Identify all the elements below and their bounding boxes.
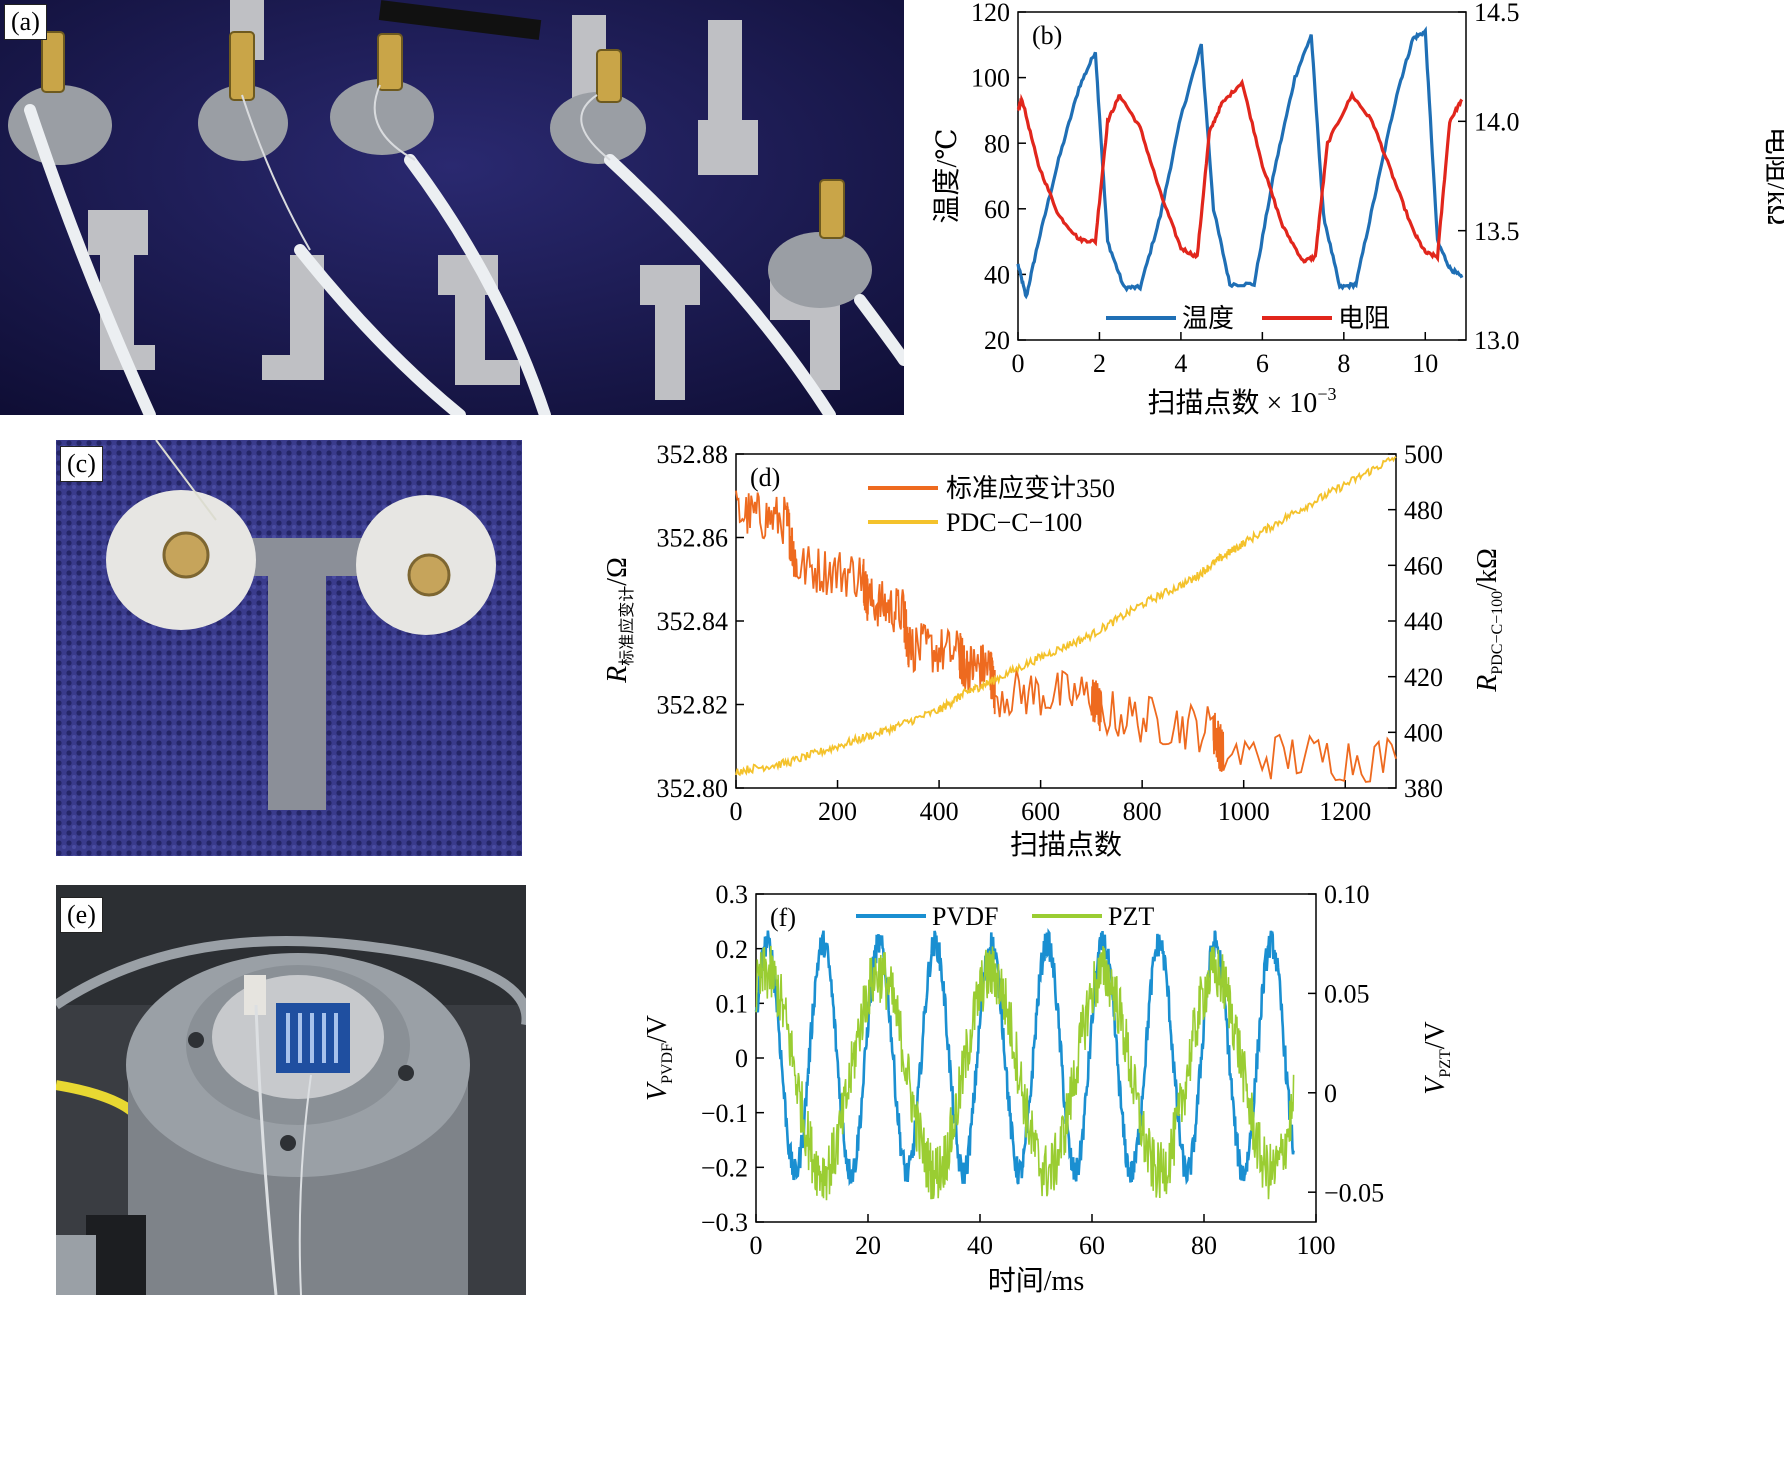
legend-label-pzt: PZT [1108,902,1154,931]
panel-tag-c: (c) [60,446,103,482]
y-left-tick-label: −0.2 [701,1153,748,1182]
x-tick-label: 1200 [1319,797,1371,826]
gold-contacts [162,531,451,597]
legend-label-strain-gauge: 标准应变计350 [946,474,1115,503]
y-right-axis-label: 电阻/kΩ [1761,127,1784,226]
x-tick-label: 4 [1174,349,1187,378]
y-right-tick-label: 380 [1404,774,1443,803]
y-left-tick-label: 40 [984,261,1010,290]
x-tick-label: 400 [920,797,959,826]
x-tick-label: 6 [1256,349,1269,378]
y-left-tick-label: 120 [971,0,1010,27]
solder-blobs [8,79,872,308]
y-right-tick-label: 14.5 [1474,0,1520,27]
x-tick-label: 80 [1191,1231,1217,1260]
y-left-tick-label: −0.3 [701,1208,748,1237]
y-right-tick-label: 400 [1404,718,1443,747]
y-right-tick-label: 0.10 [1324,880,1370,909]
x-tick-label: 40 [967,1231,993,1260]
x-tick-label: 8 [1337,349,1350,378]
x-tick-label: 10 [1412,349,1438,378]
y-right-tick-label: 13.0 [1474,326,1520,355]
y-left-tick-label: 0.2 [716,935,749,964]
chart-b-temperature-resistance: 0 2 4 6 8 10 20 40 60 80 100 120 13.0 13.5 14.0 14.5 (b)… [920,0,1784,430]
plot-frame [755,893,1317,1223]
y-right-tick-label: 460 [1404,551,1443,580]
legend-label-pvdf: PVDF [932,902,998,931]
photo-a-sensor-array: (a) [0,0,904,415]
y-right-tick-label: 440 [1404,607,1443,636]
photo-c-single-sensor: (c) [56,440,522,856]
x-tick-label: 0 [730,797,743,826]
x-axis-label: 时间/ms [988,1265,1084,1297]
x-tick-label: 200 [818,797,857,826]
x-axis-label: 扫描点数 [1010,829,1122,861]
y-left-tick-label: 60 [984,195,1010,224]
x-tick-label: 60 [1079,1231,1105,1260]
y-right-tick-label: 0.05 [1324,979,1370,1008]
y-left-tick-label: 0.3 [716,880,749,909]
panel-label: (b) [1032,21,1062,50]
x-tick-label: 0 [1012,349,1025,378]
y-left-tick-label: 352.86 [657,524,729,553]
x-tick-label: 600 [1021,797,1060,826]
y-right-tick-label: −0.05 [1324,1178,1384,1207]
chart-d-strain-comparison: 0 200 400 600 800 1000 1200 352.80 352.82 352.84 3… [600,430,1784,870]
panel-label: (d) [750,463,780,492]
series-line-resistance [1016,78,1464,264]
x-tick-label: 2 [1093,349,1106,378]
legend-label-resistance: 电阻 [1338,304,1390,333]
chart-f-vibration-response: 0 20 40 60 80 100 −0.3 −0.2 −0.1 0 0.1 0.2 0.3 −0.05 0… [620,870,1784,1300]
y-left-axis-label: VPVDF/V [642,1015,676,1101]
y-left-tick-label: 352.80 [657,774,729,803]
y-right-axis-label: VPZT/V [1420,1021,1454,1095]
series-line-temperature [1016,25,1464,300]
y-left-tick-label: 352.84 [657,607,729,636]
thin-wires [241,84,611,251]
y-left-axis-label: 温度/℃ [931,128,963,223]
y-right-tick-label: 420 [1404,663,1443,692]
white-cables [24,104,904,415]
gold-pins [41,31,845,239]
y-right-axis-label: RPDC−C−100/kΩ [1472,548,1506,693]
y-left-tick-label: 80 [984,129,1010,158]
y-left-tick-label: 0 [735,1044,748,1073]
y-left-tick-label: −0.1 [701,1099,748,1128]
y-left-tick-label: 352.88 [657,440,729,469]
y-right-tick-label: 480 [1404,496,1443,525]
panel-label: (f) [770,903,796,932]
panel-tag-a: (a) [4,4,47,40]
panel-tag-e: (e) [60,897,103,933]
x-tick-label: 1000 [1218,797,1270,826]
legend-label-pdc-c-100: PDC−C−100 [946,508,1082,537]
y-left-tick-label: 0.1 [716,989,749,1018]
plot-frame [735,453,1397,789]
x-tick-label: 0 [750,1231,763,1260]
series-line-strain-gauge [735,490,1397,783]
series-line-pzt [755,945,1295,1201]
y-right-tick-label: 14.0 [1474,107,1520,136]
x-tick-label: 800 [1123,797,1162,826]
photo-e-shaker-setup: (e) [56,885,526,1295]
series-line-pdc-c-100 [735,456,1397,777]
plot-frame [1017,11,1467,341]
y-right-tick-label: 500 [1404,440,1443,469]
connector-tab [244,975,266,1015]
y-right-tick-label: 0 [1324,1079,1337,1108]
x-axis-label: 扫描点数 × 10−3 [1148,384,1337,419]
y-right-tick-label: 13.5 [1474,217,1520,246]
y-left-axis-label: R标准应变计/Ω [602,557,636,684]
legend-label-temperature: 温度 [1182,304,1234,333]
y-left-tick-label: 20 [984,326,1010,355]
x-tick-label: 20 [855,1231,881,1260]
x-tick-label: 100 [1297,1231,1336,1260]
y-left-tick-label: 100 [971,64,1010,93]
y-left-tick-label: 352.82 [657,691,729,720]
